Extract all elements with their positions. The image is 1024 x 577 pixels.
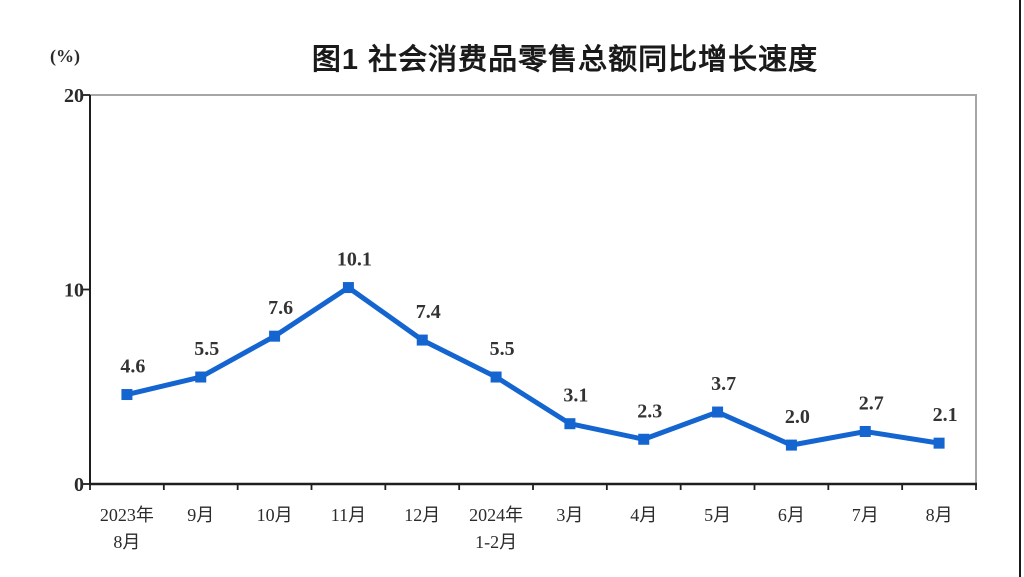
- data-point-label: 4.6: [120, 356, 145, 378]
- x-axis-label: 2023年: [100, 505, 154, 525]
- x-axis-label: 11月: [331, 505, 366, 525]
- x-axis-label: 6月: [778, 505, 805, 525]
- x-axis-label: 5月: [704, 505, 731, 525]
- data-point-marker: [490, 371, 502, 383]
- data-point-marker: [416, 334, 428, 346]
- plot-frame: [90, 94, 977, 484]
- data-point-label: 5.5: [194, 338, 219, 360]
- data-point-marker: [933, 437, 945, 449]
- data-point-marker: [564, 418, 576, 430]
- x-axis-label: 1-2月: [475, 532, 517, 552]
- y-tick-label: 0: [74, 474, 84, 496]
- data-point-marker: [195, 371, 207, 383]
- data-point-marker: [269, 330, 281, 342]
- data-point-marker: [121, 389, 133, 401]
- y-tick-label: 10: [64, 280, 84, 302]
- data-point-marker: [859, 425, 871, 437]
- data-point-label: 2.1: [933, 404, 958, 426]
- data-point-label: 10.1: [337, 249, 372, 271]
- data-point-label: 2.0: [785, 406, 810, 428]
- data-point-label: 3.1: [563, 385, 588, 407]
- data-point-label: 2.7: [859, 392, 884, 414]
- data-point-marker: [712, 406, 724, 418]
- x-axis-label: 10月: [257, 505, 293, 525]
- x-axis-label: 7月: [852, 505, 879, 525]
- x-axis-label: 9月: [187, 505, 214, 525]
- data-point-label: 7.6: [268, 297, 293, 319]
- data-point-label: 3.7: [711, 373, 736, 395]
- page-edge-divider: [1019, 0, 1021, 577]
- data-point-label: 2.3: [637, 400, 662, 422]
- x-axis-label: 12月: [404, 505, 440, 525]
- chart-title: 图1 社会消费品零售总额同比增长速度: [311, 44, 819, 76]
- y-tick-label: 20: [64, 85, 84, 107]
- x-axis-label: 3月: [556, 505, 583, 525]
- data-point-label: 7.4: [416, 301, 441, 323]
- data-point-marker: [785, 439, 797, 451]
- x-axis-label: 2024年: [469, 505, 523, 525]
- x-axis-label: 8月: [113, 532, 140, 552]
- data-point-marker: [342, 282, 354, 294]
- x-axis-label: 4月: [630, 505, 657, 525]
- data-line: [126, 284, 940, 448]
- data-point-label: 5.5: [490, 338, 515, 360]
- y-axis-unit-label: (%): [50, 46, 80, 66]
- data-point-marker: [638, 433, 650, 445]
- x-axis-label: 8月: [926, 505, 953, 525]
